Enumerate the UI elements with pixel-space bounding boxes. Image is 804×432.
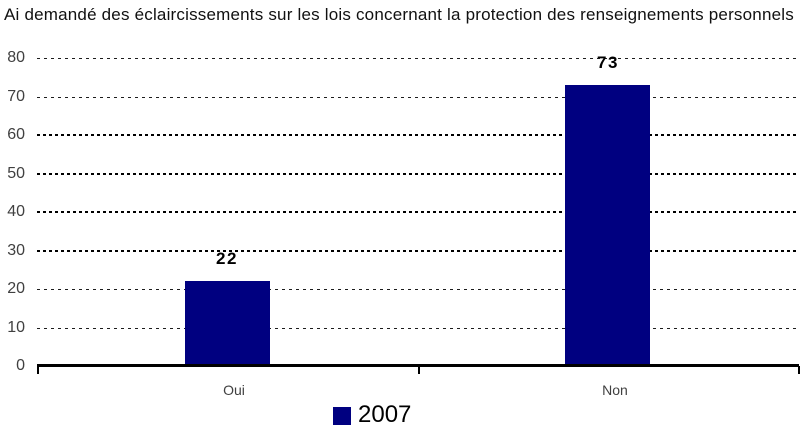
legend-label: 2007 [358,401,412,428]
category-label-oui: Oui [223,382,245,398]
y-axis-label-70: 70 [7,88,25,105]
y-axis-label-80: 80 [7,49,25,66]
value-label-non: 73 [597,53,619,72]
y-axis-label-50: 50 [7,165,25,182]
y-axis-label-0: 0 [16,357,25,374]
gridline-40 [37,211,798,213]
gridline-80 [37,58,798,59]
gridline-30 [37,250,798,252]
bar-oui [185,281,270,366]
legend-key-swatch [333,407,351,425]
gridline-20 [37,289,798,290]
y-axis-label-30: 30 [7,242,25,259]
x-axis-tick-1 [418,366,420,374]
x-axis-tick-2 [798,366,800,374]
gridline-70 [37,97,798,98]
bar-non [565,85,650,366]
chart-title: Ai demandé des éclaircissements sur les … [4,5,794,24]
value-label-oui: 22 [216,249,238,268]
x-axis-line [37,364,799,367]
x-axis-tick-0 [37,366,39,374]
gridline-10 [37,328,798,329]
y-axis-label-60: 60 [7,126,25,143]
y-axis-label-10: 10 [7,319,25,336]
y-axis-label-20: 20 [7,280,25,297]
gridline-60 [37,134,798,136]
gridline-50 [37,173,798,175]
category-label-non: Non [602,382,628,398]
y-axis-label-40: 40 [7,203,25,220]
legend: 2007 [333,403,411,427]
